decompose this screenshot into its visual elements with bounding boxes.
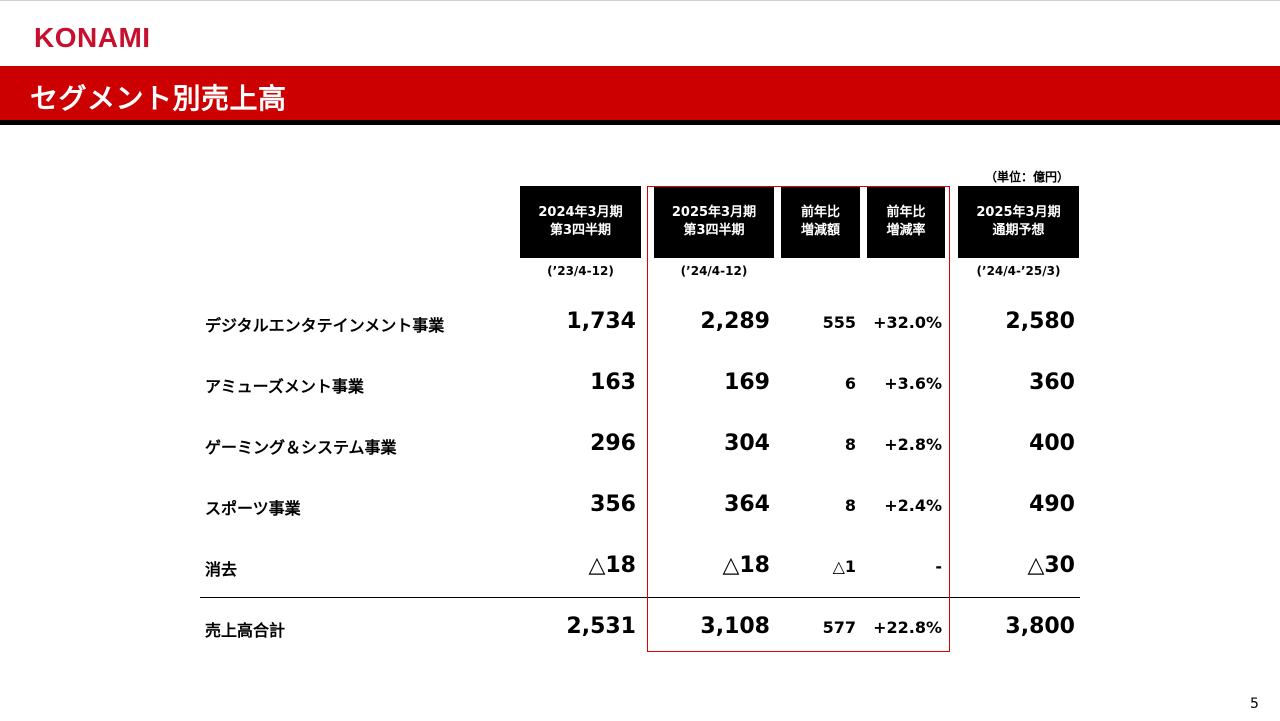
value-diff: 8 — [844, 496, 856, 515]
period-fy2025-q3: (’24/4-12) — [680, 264, 748, 278]
value-curr: △18 — [722, 553, 770, 578]
header-fy2025-q3: 2025年3月期 第3四半期 — [654, 186, 774, 258]
header-yoy-rate: 前年比 増減率 — [867, 186, 945, 258]
value-curr: 2,289 — [700, 309, 770, 334]
header-fy2024-q3: 2024年3月期 第3四半期 — [520, 186, 641, 258]
value-prev: 163 — [590, 370, 636, 395]
row-label: ゲーミング＆システム事業 — [205, 438, 397, 457]
value-rate: - — [935, 557, 942, 576]
header-fy2025-forecast: 2025年3月期 通期予想 — [958, 186, 1079, 258]
value-forecast: 360 — [1029, 370, 1075, 395]
value-rate: +22.8% — [873, 618, 942, 637]
value-curr: 3,108 — [700, 614, 770, 639]
value-prev: △18 — [588, 553, 636, 578]
header-line-2: 第3四半期 — [683, 223, 745, 238]
value-diff: 555 — [822, 313, 856, 332]
header-line-1: 2025年3月期 — [976, 205, 1061, 220]
value-curr: 364 — [724, 492, 770, 517]
title-bar-underline — [0, 120, 1280, 125]
value-prev: 2,531 — [566, 614, 636, 639]
value-rate: +3.6% — [884, 374, 942, 393]
header-line-2: 第3四半期 — [549, 223, 612, 238]
header-line-2: 増減額 — [800, 223, 840, 238]
title-bar — [0, 66, 1280, 120]
row-label-total: 売上高合計 — [205, 621, 286, 640]
value-forecast: 490 — [1029, 492, 1075, 517]
period-fy2025-forecast: (’24/4-’25/3) — [976, 264, 1061, 278]
value-rate: +32.0% — [873, 313, 942, 332]
page-title: セグメント別売上高 — [30, 82, 287, 115]
value-prev: 1,734 — [566, 309, 636, 334]
header-line-1: 前年比 — [886, 205, 926, 220]
value-forecast: 400 — [1029, 431, 1075, 456]
value-prev: 356 — [590, 492, 636, 517]
value-diff: △1 — [832, 557, 856, 576]
total-separator — [200, 597, 1080, 598]
value-diff: 6 — [844, 374, 856, 393]
row-label: アミューズメント事業 — [205, 377, 364, 396]
value-rate: +2.4% — [884, 496, 942, 515]
header-line-1: 前年比 — [800, 205, 840, 220]
page-number: 5 — [1250, 696, 1259, 712]
value-forecast: 3,800 — [1005, 614, 1075, 639]
unit-note: （単位：億円） — [985, 170, 1070, 184]
value-curr: 304 — [724, 431, 770, 456]
value-rate: +2.8% — [884, 435, 942, 454]
header-line-2: 増減率 — [886, 223, 926, 238]
konami-logo: KONAMI — [34, 22, 151, 53]
value-forecast: 2,580 — [1005, 309, 1075, 334]
highlight-frame — [647, 186, 950, 652]
row-label: 消去 — [205, 560, 238, 579]
header-line-1: 2025年3月期 — [671, 205, 757, 220]
period-fy2024-q3: (’23/4-12) — [547, 264, 614, 278]
header-line-1: 2024年3月期 — [538, 205, 623, 220]
value-diff: 8 — [844, 435, 856, 454]
value-curr: 169 — [724, 370, 770, 395]
header-line-2: 通期予想 — [992, 223, 1045, 238]
value-prev: 296 — [590, 431, 636, 456]
row-label: デジタルエンタテインメント事業 — [205, 316, 445, 335]
value-forecast: △30 — [1027, 553, 1075, 578]
top-border — [0, 0, 1280, 1]
value-diff: 577 — [822, 618, 856, 637]
row-label: スポーツ事業 — [205, 499, 301, 518]
header-yoy-amount: 前年比 増減額 — [781, 186, 860, 258]
